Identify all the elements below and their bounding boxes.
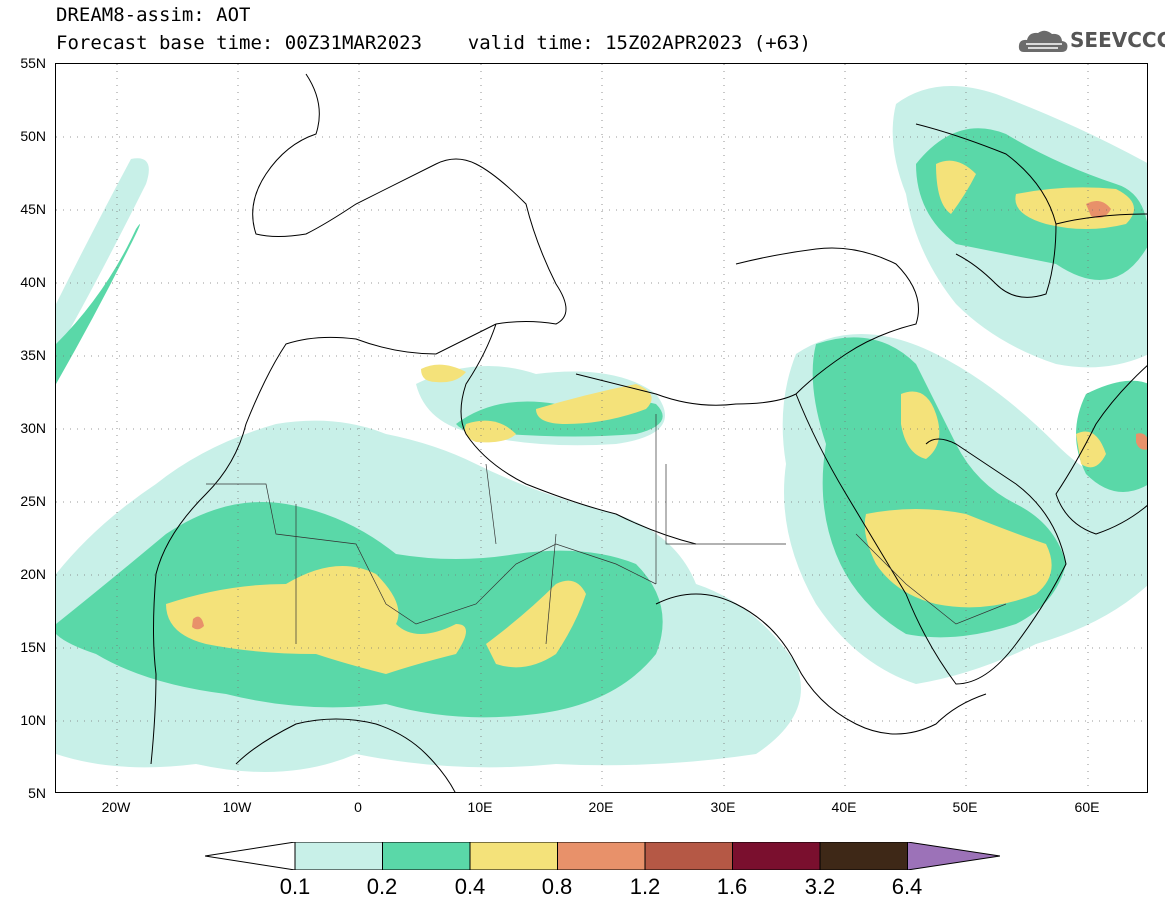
lat-label: 10N — [20, 712, 46, 728]
seevccc-logo: SEEVCCC — [1018, 26, 1165, 56]
colorbar-swatch — [557, 841, 646, 871]
lat-label: 50N — [20, 128, 46, 144]
colorbar-swatch — [294, 841, 383, 871]
lon-label: 0 — [354, 799, 362, 815]
lat-label: 35N — [20, 347, 46, 363]
lon-label: 10W — [222, 799, 252, 815]
logo-text: SEEVCCC — [1070, 28, 1165, 52]
colorbar-swatch — [382, 841, 471, 871]
lat-label: 15N — [20, 639, 46, 655]
map-panel — [55, 63, 1148, 793]
colorbar-label: 1.2 — [629, 874, 661, 899]
forecast-times: Forecast base time: 00Z31MAR2023 valid t… — [56, 32, 811, 54]
country-borders — [206, 414, 1007, 645]
colorbar-label: 0.4 — [454, 874, 486, 899]
lat-label: 55N — [20, 55, 46, 71]
lon-label: 30E — [710, 799, 736, 815]
lat-label: 25N — [20, 493, 46, 509]
map-title: DREAM8-assim: AOT — [56, 4, 251, 26]
colorbar-swatch — [644, 841, 733, 871]
lat-label: 45N — [20, 201, 46, 217]
colorbar-swatch — [819, 841, 908, 871]
lat-label: 40N — [20, 274, 46, 290]
colorbar-swatch — [732, 841, 821, 871]
lon-label: 50E — [952, 799, 978, 815]
lat-label: 30N — [20, 420, 46, 436]
lon-label: 20E — [588, 799, 614, 815]
colorbar-swatch — [469, 841, 558, 871]
aot-map — [56, 64, 1147, 792]
lon-label: 40E — [831, 799, 857, 815]
colorbar-over-arrow — [907, 841, 1001, 871]
coastlines — [150, 73, 1147, 792]
graticule — [56, 64, 1147, 792]
colorbar-label: 0.2 — [366, 874, 398, 899]
colorbar — [204, 841, 1001, 871]
lon-label: 10E — [467, 799, 493, 815]
colorbar-label: 0.1 — [279, 874, 311, 899]
lat-label: 5N — [28, 785, 46, 801]
colorbar-label: 3.2 — [804, 874, 836, 899]
cloud-icon — [1018, 30, 1068, 52]
colorbar-label: 6.4 — [891, 874, 923, 899]
lat-label: 20N — [20, 566, 46, 582]
colorbar-svg — [204, 841, 1001, 871]
colorbar-label: 0.8 — [541, 874, 573, 899]
aot-band-0.8 — [192, 200, 1147, 630]
lon-label: 20W — [101, 799, 131, 815]
aot-band-0.4 — [166, 160, 1134, 674]
colorbar-label: 1.6 — [716, 874, 748, 899]
lon-label: 60E — [1074, 799, 1100, 815]
colorbar-under-arrow — [204, 841, 296, 871]
